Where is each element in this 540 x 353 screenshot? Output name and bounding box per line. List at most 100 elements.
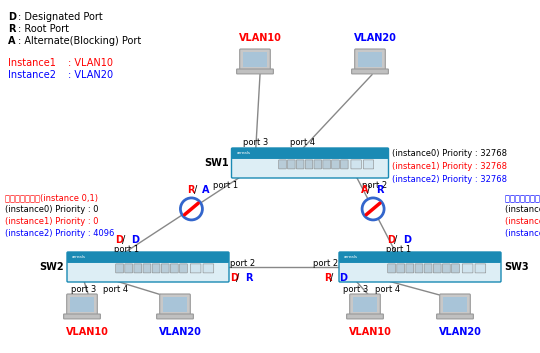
Text: D: D: [403, 235, 411, 245]
Text: Instance2: Instance2: [8, 70, 56, 80]
Text: (instance1) Priority : 4096: (instance1) Priority : 4096: [505, 217, 540, 226]
FancyBboxPatch shape: [152, 264, 160, 273]
FancyBboxPatch shape: [116, 264, 124, 273]
Text: port 1: port 1: [213, 181, 238, 190]
FancyBboxPatch shape: [406, 264, 414, 273]
FancyBboxPatch shape: [352, 69, 388, 74]
FancyBboxPatch shape: [462, 264, 473, 273]
Text: /: /: [367, 185, 371, 195]
FancyBboxPatch shape: [437, 314, 474, 319]
Text: ルートブリッジ(instance 2): ルートブリッジ(instance 2): [505, 193, 540, 202]
Text: SW2: SW2: [39, 262, 64, 272]
Text: : Designated Port: : Designated Port: [18, 12, 103, 22]
Text: SW3: SW3: [504, 262, 529, 272]
Text: /: /: [123, 235, 126, 245]
Text: port 4: port 4: [104, 285, 129, 294]
FancyBboxPatch shape: [143, 264, 151, 273]
Text: VLAN10: VLAN10: [239, 33, 281, 43]
Text: arreals: arreals: [344, 256, 358, 259]
FancyBboxPatch shape: [363, 160, 374, 169]
Text: D: D: [387, 235, 395, 245]
Text: D: D: [131, 235, 139, 245]
Text: port 3: port 3: [343, 285, 369, 294]
FancyBboxPatch shape: [134, 264, 141, 273]
Text: R: R: [324, 273, 332, 283]
Text: port 2: port 2: [362, 181, 388, 190]
Text: (instance0) Priority : 4096: (instance0) Priority : 4096: [505, 205, 540, 214]
FancyBboxPatch shape: [358, 52, 382, 67]
FancyBboxPatch shape: [160, 294, 190, 316]
FancyBboxPatch shape: [351, 160, 361, 169]
Text: port 4: port 4: [289, 138, 315, 147]
FancyBboxPatch shape: [232, 148, 388, 178]
FancyBboxPatch shape: [353, 297, 377, 312]
Text: D: D: [8, 12, 16, 22]
FancyBboxPatch shape: [341, 160, 348, 169]
FancyBboxPatch shape: [232, 148, 388, 159]
FancyBboxPatch shape: [388, 264, 395, 273]
Text: Instance1: Instance1: [8, 58, 56, 68]
FancyBboxPatch shape: [332, 160, 339, 169]
Text: R: R: [8, 24, 16, 34]
Text: : Alternate(Blocking) Port: : Alternate(Blocking) Port: [18, 36, 141, 46]
FancyBboxPatch shape: [179, 264, 187, 273]
FancyBboxPatch shape: [237, 69, 273, 74]
FancyBboxPatch shape: [171, 264, 178, 273]
Text: port 3: port 3: [71, 285, 97, 294]
Text: port 3: port 3: [243, 138, 268, 147]
FancyBboxPatch shape: [287, 160, 295, 169]
Text: port 2: port 2: [230, 259, 255, 269]
Text: A: A: [361, 185, 368, 195]
Text: D: D: [339, 273, 347, 283]
Text: port 1: port 1: [387, 245, 411, 254]
Text: /: /: [237, 273, 240, 283]
FancyBboxPatch shape: [339, 252, 501, 282]
FancyBboxPatch shape: [203, 264, 214, 273]
FancyBboxPatch shape: [161, 264, 169, 273]
FancyBboxPatch shape: [323, 160, 330, 169]
Text: port 2: port 2: [313, 259, 338, 269]
Text: (instance1) Priority : 32768: (instance1) Priority : 32768: [393, 162, 508, 171]
Text: R: R: [376, 185, 383, 195]
FancyBboxPatch shape: [451, 264, 460, 273]
Circle shape: [180, 198, 202, 220]
FancyBboxPatch shape: [67, 294, 97, 316]
Text: port 4: port 4: [375, 285, 401, 294]
Text: /: /: [394, 235, 397, 245]
Text: R: R: [187, 185, 194, 195]
Text: (instance2) Priority : 32768: (instance2) Priority : 32768: [393, 175, 508, 184]
Circle shape: [362, 198, 384, 220]
FancyBboxPatch shape: [314, 160, 322, 169]
FancyBboxPatch shape: [67, 252, 229, 263]
FancyBboxPatch shape: [433, 264, 441, 273]
FancyBboxPatch shape: [125, 264, 133, 273]
FancyBboxPatch shape: [70, 297, 94, 312]
FancyBboxPatch shape: [424, 264, 432, 273]
Text: : Root Port: : Root Port: [18, 24, 69, 34]
Text: (instance1) Priority : 0: (instance1) Priority : 0: [5, 217, 98, 226]
FancyBboxPatch shape: [243, 52, 267, 67]
Text: arreals: arreals: [237, 151, 251, 155]
FancyBboxPatch shape: [443, 297, 467, 312]
Text: : VLAN20: : VLAN20: [68, 70, 113, 80]
Text: SW1: SW1: [204, 158, 228, 168]
FancyBboxPatch shape: [350, 294, 380, 316]
FancyBboxPatch shape: [355, 49, 386, 71]
FancyBboxPatch shape: [157, 314, 193, 319]
FancyBboxPatch shape: [347, 314, 383, 319]
FancyBboxPatch shape: [190, 264, 201, 273]
Text: R: R: [245, 273, 253, 283]
FancyBboxPatch shape: [296, 160, 304, 169]
Text: (instance0) Priority : 32768: (instance0) Priority : 32768: [393, 149, 508, 158]
FancyBboxPatch shape: [67, 252, 229, 282]
FancyBboxPatch shape: [442, 264, 450, 273]
Text: (instance0) Priority : 0: (instance0) Priority : 0: [5, 205, 98, 214]
Text: VLAN10: VLAN10: [65, 328, 109, 337]
FancyBboxPatch shape: [64, 314, 100, 319]
Text: VLAN20: VLAN20: [159, 328, 201, 337]
Text: VLAN20: VLAN20: [354, 33, 396, 43]
FancyBboxPatch shape: [440, 294, 470, 316]
Text: : VLAN10: : VLAN10: [68, 58, 113, 68]
FancyBboxPatch shape: [163, 297, 187, 312]
FancyBboxPatch shape: [397, 264, 404, 273]
